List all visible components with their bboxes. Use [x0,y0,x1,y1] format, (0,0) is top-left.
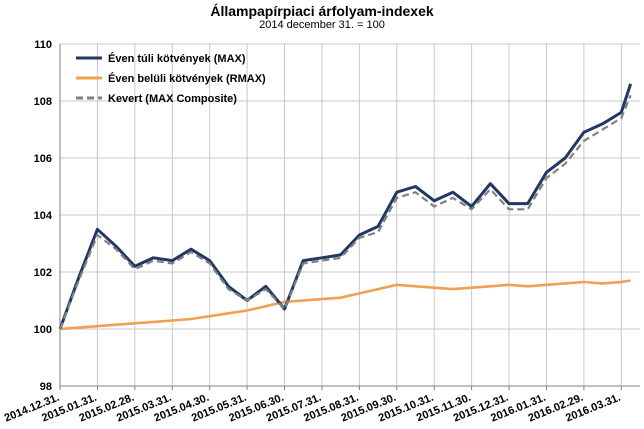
y-tick-label: 108 [34,96,52,108]
series-line-3 [58,94,632,330]
chart-title: Állampapírpiaci árfolyam-indexek [210,3,434,19]
series-lines [58,83,633,331]
y-tick-label: 102 [34,267,52,279]
y-tick-label: 106 [34,153,52,165]
y-tick-label: 104 [34,210,53,222]
series-line-1 [58,83,633,330]
y-tick-label: 110 [34,39,52,51]
legend: Éven túli kötvények (MAX) Éven belüli köt… [76,52,266,105]
series-line-2 [59,279,631,331]
y-tick-label: 98 [40,381,52,393]
y-tick-label: 100 [34,324,52,336]
legend-label-3: Kevert (MAX Composite) [108,93,237,105]
legend-label-2: Éven belüli kötvények (RMAX) [108,72,266,85]
legend-label-1: Éven túli kötvények (MAX) [108,52,246,65]
chart-subtitle: 2014 december 31. = 100 [259,19,385,31]
